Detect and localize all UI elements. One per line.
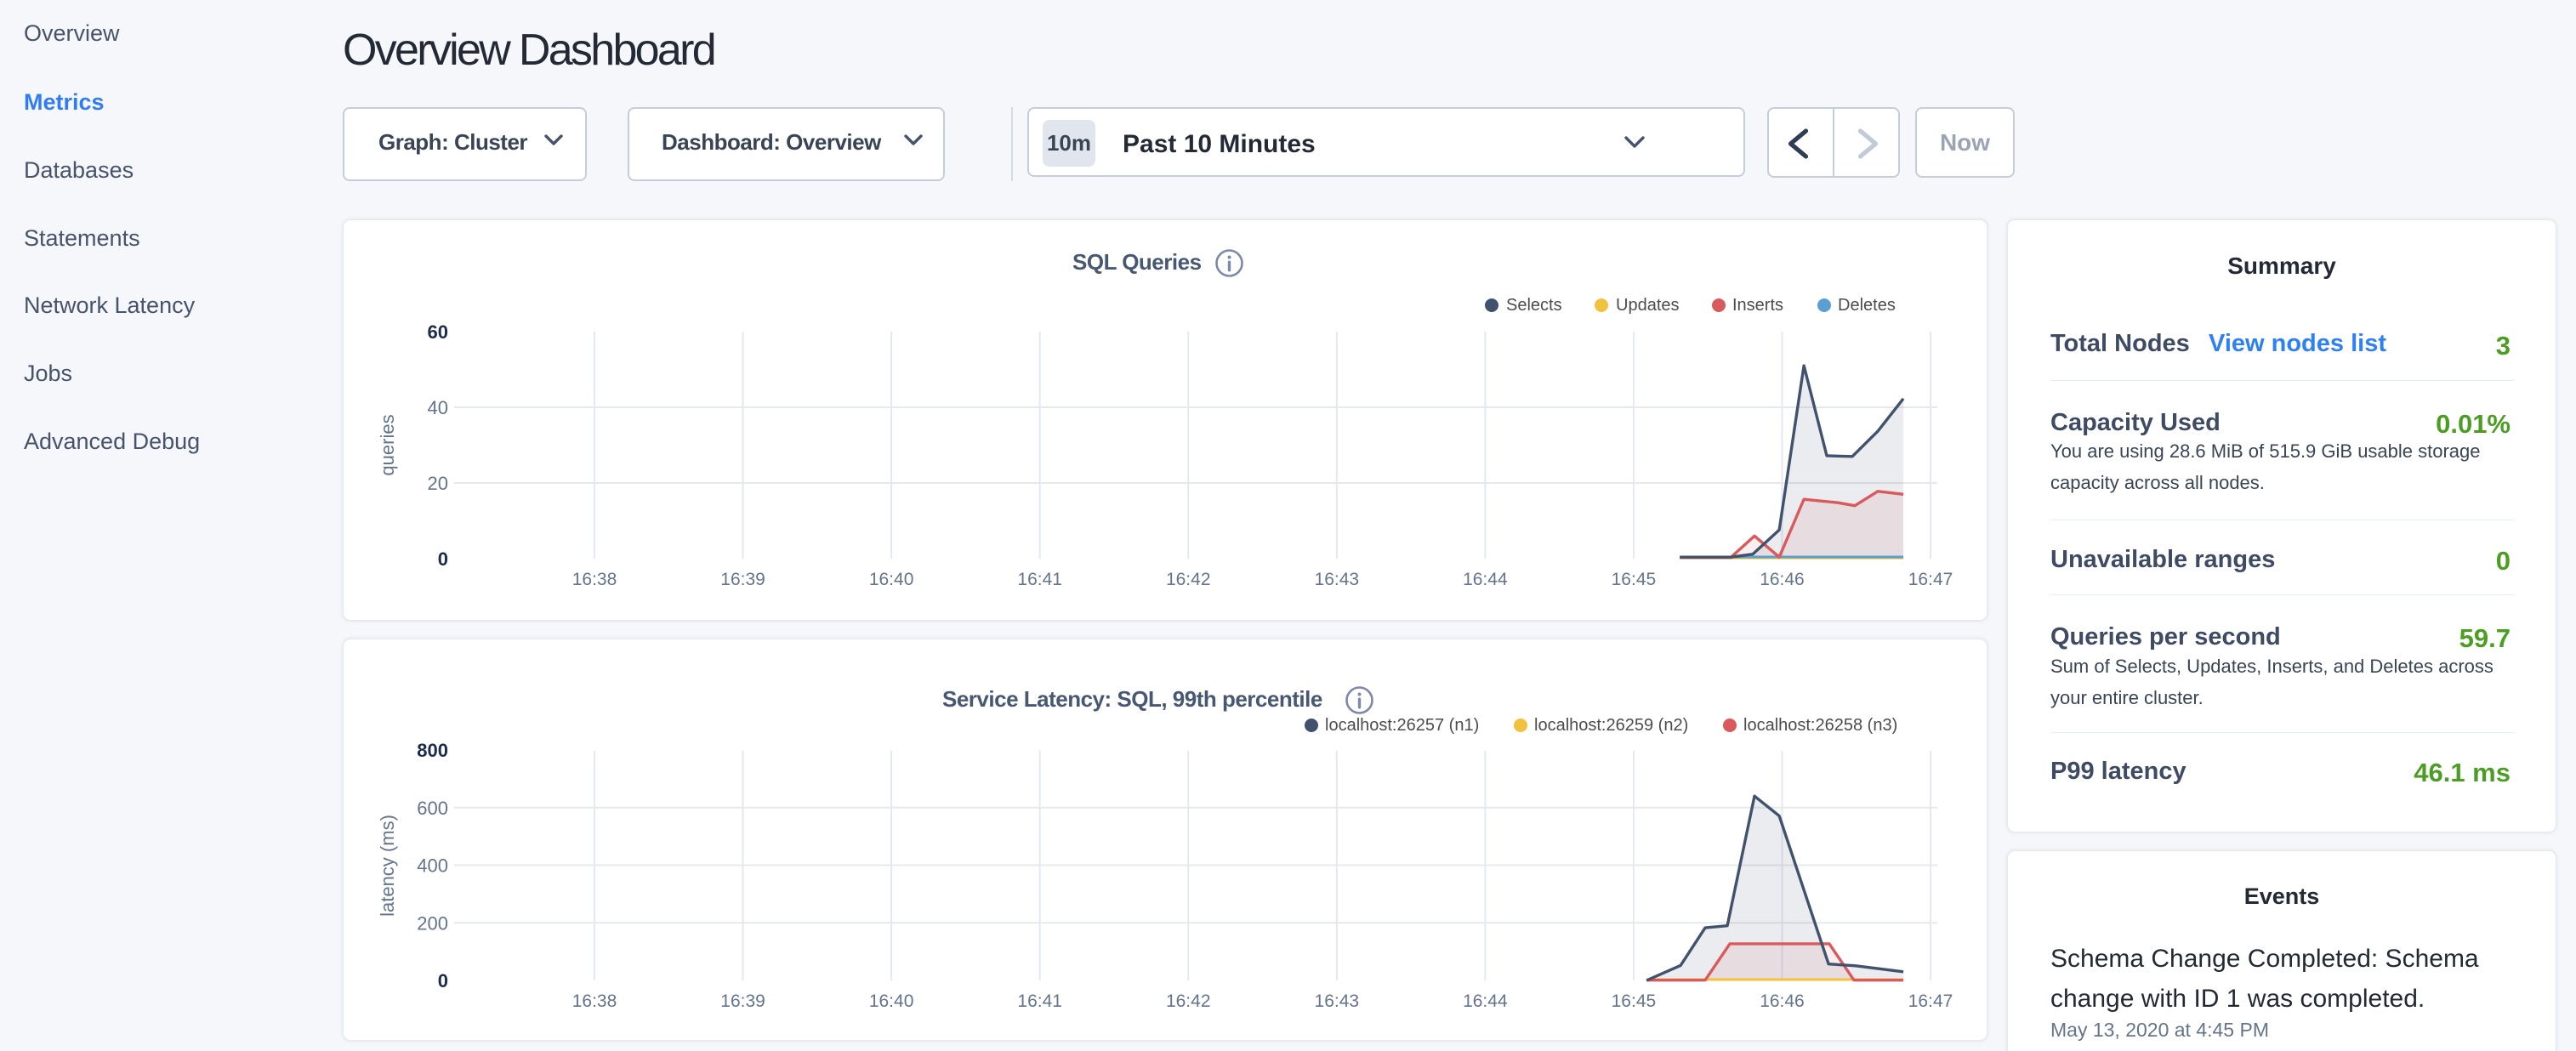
svg-text:16:38: 16:38 [572, 991, 617, 1011]
svg-text:16:45: 16:45 [1612, 570, 1657, 589]
svg-text:16:39: 16:39 [720, 570, 765, 589]
svg-text:16:46: 16:46 [1760, 991, 1805, 1011]
svg-text:40: 40 [428, 397, 448, 418]
svg-text:0: 0 [438, 548, 448, 570]
svg-text:60: 60 [428, 321, 448, 343]
svg-text:16:41: 16:41 [1017, 570, 1062, 589]
svg-text:0: 0 [438, 970, 448, 991]
svg-text:16:38: 16:38 [572, 570, 617, 589]
svg-text:20: 20 [428, 473, 448, 494]
svg-text:latency (ms): latency (ms) [377, 815, 398, 917]
svg-text:200: 200 [417, 912, 448, 934]
svg-text:16:43: 16:43 [1315, 570, 1360, 589]
svg-text:16:42: 16:42 [1166, 570, 1211, 589]
svg-text:16:47: 16:47 [1908, 570, 1953, 589]
svg-text:16:45: 16:45 [1612, 991, 1657, 1011]
svg-text:16:44: 16:44 [1463, 570, 1508, 589]
svg-text:16:44: 16:44 [1463, 991, 1508, 1011]
svg-text:queries: queries [377, 414, 398, 475]
svg-text:16:42: 16:42 [1166, 991, 1211, 1011]
svg-text:16:46: 16:46 [1760, 570, 1805, 589]
svg-text:16:40: 16:40 [869, 991, 914, 1011]
svg-text:16:41: 16:41 [1017, 991, 1062, 1011]
svg-text:16:40: 16:40 [869, 570, 914, 589]
svg-text:16:43: 16:43 [1315, 991, 1360, 1011]
svg-text:16:39: 16:39 [720, 991, 765, 1011]
svg-text:400: 400 [417, 855, 448, 877]
svg-text:600: 600 [417, 798, 448, 819]
svg-text:800: 800 [417, 740, 448, 761]
svg-text:16:47: 16:47 [1908, 991, 1953, 1011]
